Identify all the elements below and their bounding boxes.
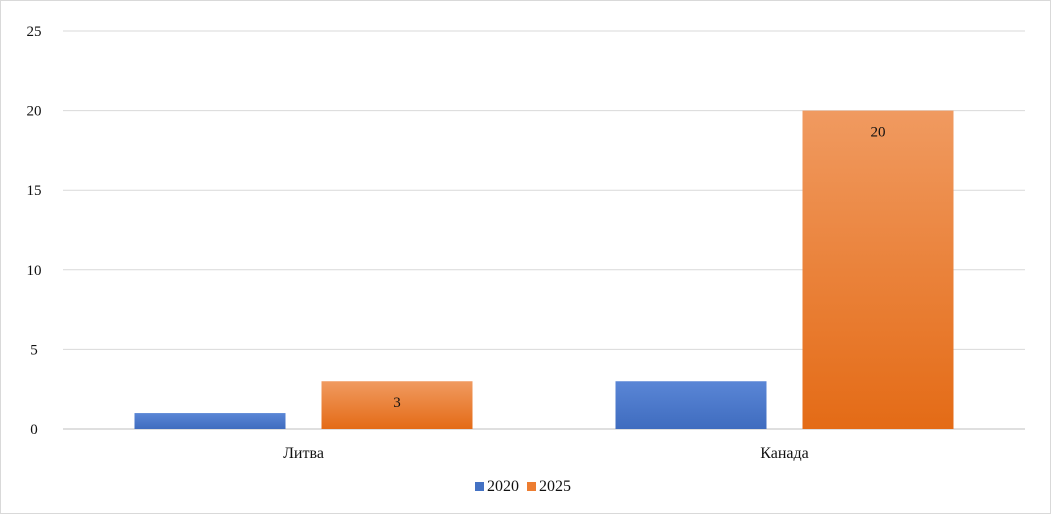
x-category-label: Канада [760,445,808,462]
bar-2025-0 [321,381,473,429]
data-label: 3 [393,395,401,411]
bars [134,110,954,429]
y-tick-label: 20 [27,104,42,120]
y-tick-label: 0 [30,422,38,438]
data-labels: 3 20 [393,125,885,412]
legend-label: 2020 [487,478,519,495]
bar-2025-1 [802,110,954,429]
x-category-label: Литва [283,445,324,462]
y-tick-label: 15 [27,183,42,199]
y-tick-label: 25 [27,24,42,40]
bar-2020-0 [134,413,286,429]
legend-swatch-2025 [527,482,536,491]
x-axis-categories: Литва Канада [283,445,809,462]
legend-swatch-2020 [475,482,484,491]
legend: 2020 2025 [475,478,571,495]
y-tick-label: 10 [27,263,42,279]
legend-label: 2025 [539,478,571,495]
y-tick-label: 5 [30,342,38,358]
data-label: 20 [871,125,886,141]
bar-2020-1 [615,381,767,429]
y-axis-ticks: 0 5 10 15 20 25 [27,24,42,438]
